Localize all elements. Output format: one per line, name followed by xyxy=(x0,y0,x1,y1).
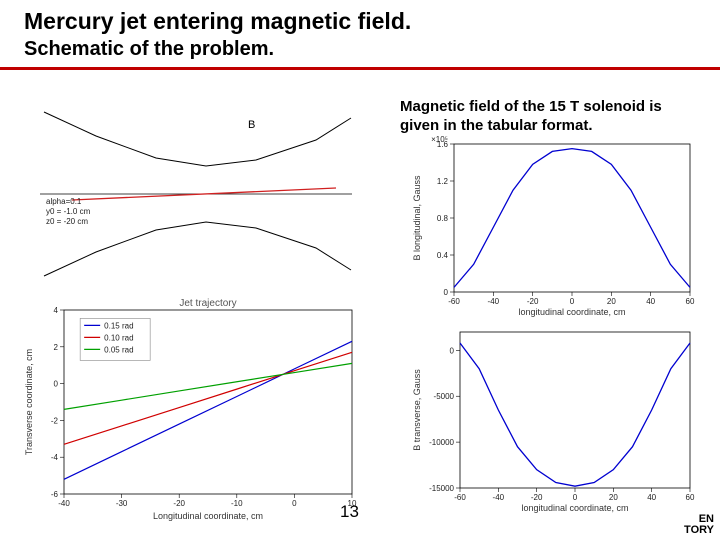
svg-text:B: B xyxy=(248,119,255,131)
svg-text:longitudinal coordinate, cm: longitudinal coordinate, cm xyxy=(521,503,628,513)
svg-text:Jet trajectory: Jet trajectory xyxy=(179,298,236,309)
svg-text:-15000: -15000 xyxy=(429,484,454,493)
svg-text:0.4: 0.4 xyxy=(437,251,449,260)
svg-text:0: 0 xyxy=(292,499,297,508)
svg-text:0.8: 0.8 xyxy=(437,214,449,223)
corner-mark: EN TORY xyxy=(684,514,714,536)
svg-text:0: 0 xyxy=(573,493,578,502)
svg-text:40: 40 xyxy=(647,493,656,502)
svg-text:-40: -40 xyxy=(58,499,70,508)
svg-text:B longitudinal, Gauss: B longitudinal, Gauss xyxy=(412,175,422,261)
svg-text:-20: -20 xyxy=(531,493,543,502)
page-title: Mercury jet entering magnetic field. xyxy=(24,8,696,36)
right-caption: Magnetic field of the 15 T solenoid is g… xyxy=(400,98,680,136)
svg-text:20: 20 xyxy=(607,297,616,306)
trajectory-chart: -40-30-20-10010-6-4-2024Longitudinal coo… xyxy=(20,292,360,522)
svg-text:B transverse, Gauss: B transverse, Gauss xyxy=(412,369,422,451)
svg-text:Transverse coordinate, cm: Transverse coordinate, cm xyxy=(24,349,34,455)
svg-text:z0 = -20 cm: z0 = -20 cm xyxy=(46,217,88,226)
svg-text:-6: -6 xyxy=(51,490,59,499)
page-number: 13 xyxy=(340,502,359,522)
svg-text:0.05 rad: 0.05 rad xyxy=(104,345,133,354)
svg-text:y0 = -1.0 cm: y0 = -1.0 cm xyxy=(46,207,91,216)
svg-text:-30: -30 xyxy=(116,499,128,508)
page-subtitle: Schematic of the problem. xyxy=(24,38,696,61)
svg-text:0: 0 xyxy=(450,346,455,355)
title-divider xyxy=(0,67,720,70)
svg-text:longitudinal coordinate, cm: longitudinal coordinate, cm xyxy=(518,307,625,317)
svg-text:-10000: -10000 xyxy=(429,438,454,447)
svg-text:0.15 rad: 0.15 rad xyxy=(104,321,133,330)
svg-text:-40: -40 xyxy=(488,297,500,306)
svg-text:-60: -60 xyxy=(448,297,460,306)
svg-text:0.10 rad: 0.10 rad xyxy=(104,333,133,342)
field-transverse-chart: -60-40-200204060-15000-10000-50000longit… xyxy=(408,324,698,514)
svg-text:20: 20 xyxy=(609,493,618,502)
svg-text:1.2: 1.2 xyxy=(437,177,449,186)
svg-text:Longitudinal coordinate, cm: Longitudinal coordinate, cm xyxy=(153,511,263,521)
svg-text:0: 0 xyxy=(570,297,575,306)
svg-text:60: 60 xyxy=(686,493,695,502)
svg-text:-20: -20 xyxy=(173,499,185,508)
schematic-diagram: Balpha=0.1y0 = -1.0 cmz0 = -20 cm xyxy=(36,104,356,284)
svg-text:-4: -4 xyxy=(51,453,59,462)
corner-mark-line2: TORY xyxy=(684,525,714,536)
svg-text:alpha=0.1: alpha=0.1 xyxy=(46,197,82,206)
svg-text:-10: -10 xyxy=(231,499,243,508)
svg-text:0: 0 xyxy=(54,380,59,389)
svg-text:-60: -60 xyxy=(454,493,466,502)
svg-text:-2: -2 xyxy=(51,416,59,425)
svg-text:-5000: -5000 xyxy=(434,392,455,401)
svg-text:40: 40 xyxy=(646,297,655,306)
field-longitudinal-chart: -60-40-20020406000.40.81.21.6×10⁵longitu… xyxy=(408,132,698,318)
svg-text:2: 2 xyxy=(54,343,59,352)
svg-text:0: 0 xyxy=(444,288,449,297)
svg-text:×10⁵: ×10⁵ xyxy=(431,135,448,144)
svg-text:-40: -40 xyxy=(493,493,505,502)
svg-text:-20: -20 xyxy=(527,297,539,306)
svg-text:60: 60 xyxy=(686,297,695,306)
svg-text:4: 4 xyxy=(54,306,59,315)
